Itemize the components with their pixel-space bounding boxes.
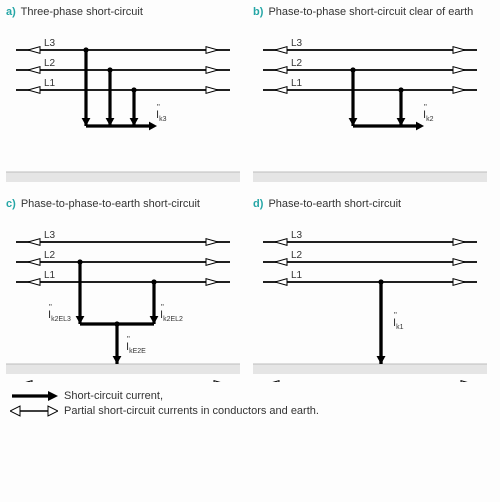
svg-text:": " xyxy=(49,303,52,312)
panel-d-diagram: L3L2L1Ik1" xyxy=(253,214,487,382)
svg-text:L3: L3 xyxy=(44,230,56,241)
panel-a-caption: Three-phase short-circuit xyxy=(21,6,143,18)
panel-c: c) Phase-to-phase-to-earth short-circuit… xyxy=(6,196,247,382)
panel-b-diagram: L3L2L1Ik2" xyxy=(253,22,487,190)
svg-text:": " xyxy=(161,303,164,312)
panel-b-title: b) Phase-to-phase short-circuit clear of… xyxy=(253,6,494,18)
panel-d-caption: Phase-to-earth short-circuit xyxy=(268,198,401,210)
panel-c-caption: Phase-to-phase-to-earth short-circuit xyxy=(21,198,200,210)
panel-a-label: a) xyxy=(6,6,18,18)
panel-b-caption: Phase-to-phase short-circuit clear of ea… xyxy=(268,6,473,18)
svg-text:": " xyxy=(127,335,130,344)
legend-symbol-thick-arrow xyxy=(10,390,58,402)
panel-d: d) Phase-to-earth short-circuit L3L2L1Ik… xyxy=(253,196,494,382)
svg-text:": " xyxy=(424,103,427,112)
svg-text:L1: L1 xyxy=(44,78,56,89)
panel-b-label: b) xyxy=(253,6,265,18)
panel-a-title: a) Three-phase short-circuit xyxy=(6,6,247,18)
svg-text:L3: L3 xyxy=(291,230,303,241)
panel-d-title: d) Phase-to-earth short-circuit xyxy=(253,198,494,210)
svg-text:L2: L2 xyxy=(44,250,56,261)
svg-text:L3: L3 xyxy=(291,38,303,49)
panel-c-label: c) xyxy=(6,198,18,210)
svg-text:": " xyxy=(394,311,397,320)
legend-text-1: Short-circuit current, xyxy=(64,390,163,402)
panel-c-diagram: L3L2L1Ik2EL3"Ik2EL2"IkE2E" xyxy=(6,214,240,382)
legend-text-2: Partial short-circuit currents in conduc… xyxy=(64,405,319,417)
svg-text:L2: L2 xyxy=(291,58,303,69)
panel-d-label: d) xyxy=(253,198,265,210)
svg-text:": " xyxy=(157,103,160,112)
svg-text:L1: L1 xyxy=(44,270,56,281)
legend-row-1: Short-circuit current, xyxy=(10,390,490,402)
panel-a-diagram: L3L2L1Ik3" xyxy=(6,22,240,190)
figure-root: a) Three-phase short-circuit L3L2L1Ik3" … xyxy=(0,0,500,502)
panel-a: a) Three-phase short-circuit L3L2L1Ik3" xyxy=(6,4,247,190)
panel-c-title: c) Phase-to-phase-to-earth short-circuit xyxy=(6,198,247,210)
svg-text:L1: L1 xyxy=(291,78,303,89)
svg-text:L2: L2 xyxy=(291,250,303,261)
legend: Short-circuit current, Partial short-cir… xyxy=(0,382,500,424)
panel-grid: a) Three-phase short-circuit L3L2L1Ik3" … xyxy=(0,0,500,382)
svg-text:L1: L1 xyxy=(291,270,303,281)
panel-b: b) Phase-to-phase short-circuit clear of… xyxy=(253,4,494,190)
legend-symbol-open-arrow xyxy=(10,405,58,417)
legend-row-2: Partial short-circuit currents in conduc… xyxy=(10,405,490,417)
svg-text:L3: L3 xyxy=(44,38,56,49)
svg-text:L2: L2 xyxy=(44,58,56,69)
